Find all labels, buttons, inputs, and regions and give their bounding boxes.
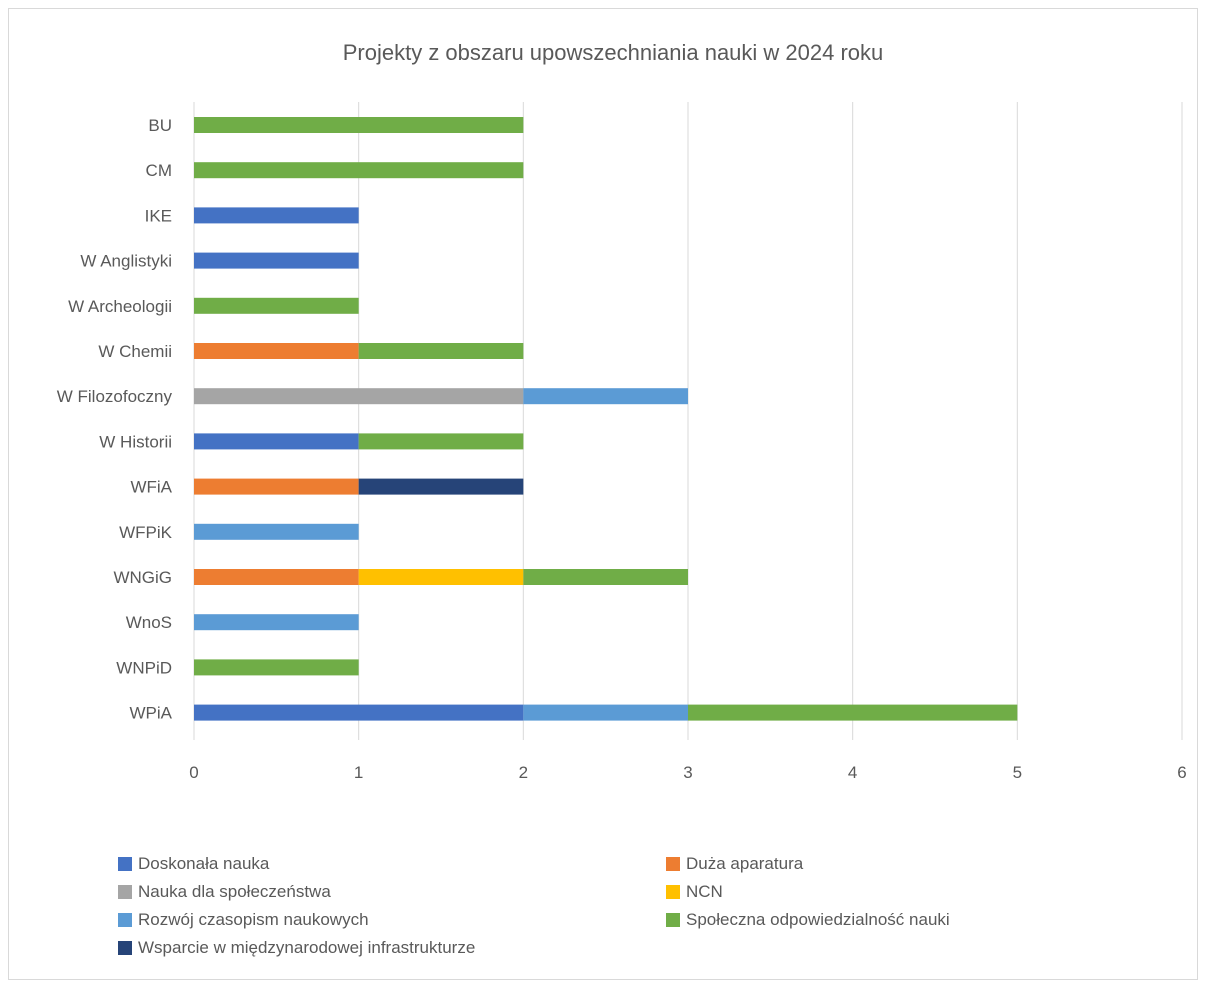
category-label: W Filozofoczny — [57, 387, 173, 406]
x-tick-label: 4 — [848, 763, 857, 782]
category-label: WFPiK — [119, 523, 173, 542]
bar-segment — [194, 478, 359, 495]
category-label: WnoS — [126, 613, 172, 632]
category-label: W Anglistyki — [80, 252, 172, 271]
category-label: CM — [146, 161, 172, 180]
category-label: W Archeologii — [68, 297, 172, 316]
bar-segment — [688, 704, 1018, 721]
legend-swatch — [118, 941, 132, 955]
category-label: WFiA — [130, 478, 172, 497]
category-label: BU — [148, 116, 172, 135]
bars — [194, 117, 1018, 721]
legend-swatch — [666, 913, 680, 927]
bar-segment — [194, 523, 359, 540]
legend-label: Nauka dla społeczeństwa — [138, 882, 331, 901]
bar-segment — [194, 388, 524, 405]
bar-segment — [194, 117, 524, 133]
bar-segment — [358, 343, 524, 359]
category-labels: BU CM IKE W Anglistyki W Archeologii W Chemii… — [57, 116, 173, 723]
bar-segment — [194, 704, 524, 721]
category-label: WNGiG — [113, 568, 172, 587]
legend-label: Doskonała nauka — [138, 854, 270, 873]
bar-segment — [194, 614, 359, 631]
legend: Doskonała nauka Duża aparatura Nauka dla s… — [118, 854, 950, 957]
bar-segment — [194, 297, 359, 314]
bar-segment — [523, 704, 688, 721]
chart-title: Projekty z obszaru upowszechniania nauki… — [343, 40, 884, 65]
bar-segment — [358, 569, 524, 585]
legend-label: NCN — [686, 882, 723, 901]
x-tick-label: 1 — [354, 763, 363, 782]
category-label: WNPiD — [116, 658, 172, 677]
x-tick-label: 6 — [1177, 763, 1186, 782]
category-label: W Chemii — [98, 342, 172, 361]
bar-segment — [194, 659, 359, 676]
legend-label: Wsparcie w międzynarodowej infrastruktur… — [138, 938, 475, 957]
bar-segment — [194, 162, 524, 179]
bar-segment — [358, 478, 524, 495]
x-tick-label: 0 — [189, 763, 198, 782]
legend-swatch — [118, 913, 132, 927]
bar-segment — [194, 207, 359, 224]
legend-swatch — [118, 885, 132, 899]
x-axis-tick-labels: 0 1 2 3 4 5 6 — [189, 763, 1186, 782]
bar-segment — [194, 343, 359, 359]
legend-swatch — [118, 857, 132, 871]
legend-label: Społeczna odpowiedzialność nauki — [686, 910, 950, 929]
bar-segment — [358, 433, 524, 450]
gridlines — [193, 102, 1183, 740]
x-tick-label: 3 — [683, 763, 692, 782]
bar-segment — [194, 252, 359, 269]
legend-swatch — [666, 885, 680, 899]
category-label: W Historii — [99, 432, 172, 451]
bar-segment — [523, 388, 688, 405]
legend-swatch — [666, 857, 680, 871]
bar-segment — [194, 433, 359, 450]
bar-segment — [194, 569, 359, 585]
category-label: IKE — [145, 206, 172, 225]
legend-label: Rozwój czasopism naukowych — [138, 910, 369, 929]
legend-label: Duża aparatura — [686, 854, 804, 873]
bar-segment — [523, 569, 688, 585]
x-tick-label: 5 — [1013, 763, 1022, 782]
x-tick-label: 2 — [519, 763, 528, 782]
category-label: WPiA — [130, 704, 173, 723]
